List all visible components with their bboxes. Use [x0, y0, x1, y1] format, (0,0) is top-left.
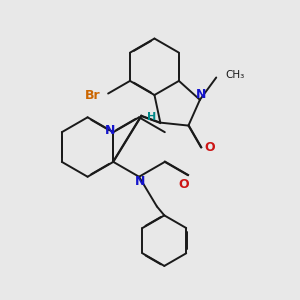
Text: N: N [196, 88, 207, 101]
Text: N: N [135, 175, 146, 188]
Text: Br: Br [85, 88, 101, 101]
Text: O: O [178, 178, 189, 191]
Text: N: N [105, 124, 116, 137]
Text: H: H [147, 112, 157, 122]
Text: CH₃: CH₃ [225, 70, 244, 80]
Text: O: O [204, 141, 215, 154]
